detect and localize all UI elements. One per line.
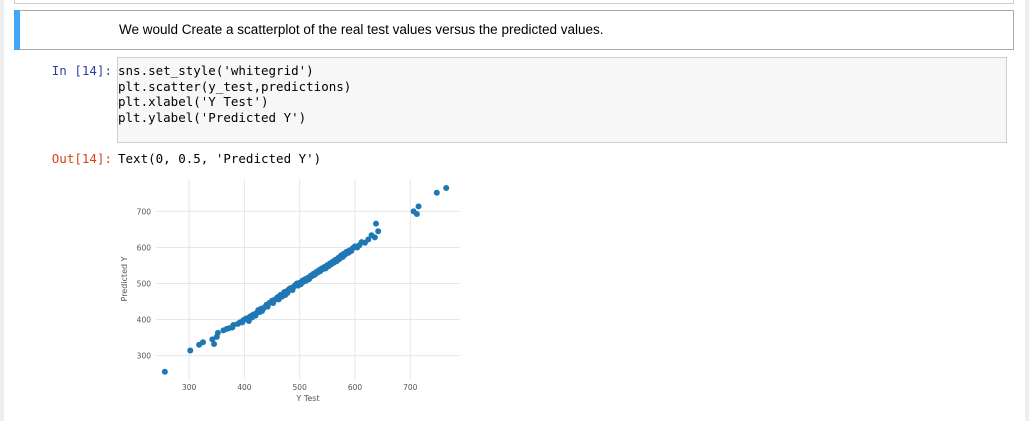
scatter-plot: 300 400 500 600 700 300 400 500 600 700 Y Test Pred… bbox=[110, 175, 470, 415]
x-tick-label: 300 bbox=[182, 383, 197, 392]
code-line: sns.set_style('whitegrid') bbox=[118, 63, 314, 78]
x-tick-label: 600 bbox=[348, 383, 363, 392]
output-text: Text(0, 0.5, 'Predicted Y') bbox=[118, 151, 322, 166]
code-editor[interactable]: sns.set_style('whitegrid') plt.scatter(y_… bbox=[117, 57, 1007, 143]
y-tick-label: 400 bbox=[137, 316, 152, 325]
scatter-point bbox=[375, 228, 382, 235]
x-tick-label: 500 bbox=[293, 383, 308, 392]
y-tick-label: 500 bbox=[137, 280, 152, 289]
code-line: plt.xlabel('Y Test') bbox=[118, 94, 269, 109]
scatter-point bbox=[365, 236, 372, 243]
scatter-plot-svg: 300 400 500 600 700 300 400 500 600 700 Y Test Pred… bbox=[120, 179, 460, 403]
input-prompt: In [14]: bbox=[51, 63, 112, 78]
scatter-point bbox=[413, 210, 420, 217]
code-lines: sns.set_style('whitegrid') plt.scatter(y_… bbox=[118, 63, 351, 125]
code-line: plt.ylabel('Predicted Y') bbox=[118, 109, 307, 125]
x-tick-label: 400 bbox=[237, 383, 252, 392]
scatter-point bbox=[187, 347, 194, 354]
scatter-point bbox=[161, 368, 168, 375]
cell-selected-indicator bbox=[14, 10, 20, 50]
scatter-point bbox=[211, 341, 218, 348]
markdown-text: We would Create a scatterplot of the rea… bbox=[119, 22, 604, 37]
y-tick-label: 700 bbox=[137, 207, 152, 216]
page-right-border bbox=[1025, 0, 1029, 421]
y-axis-label: Predicted Y bbox=[120, 256, 129, 301]
output-prompt: Out[14]: bbox=[51, 151, 112, 166]
code-line: plt.scatter(y_test,predictions) bbox=[118, 78, 352, 94]
markdown-cell[interactable]: We would Create a scatterplot of the rea… bbox=[14, 10, 1014, 50]
scatter-point bbox=[433, 189, 440, 196]
scatter-point bbox=[443, 185, 450, 192]
scatter-point bbox=[415, 203, 422, 210]
scatter-point bbox=[199, 339, 206, 346]
previous-cell-edge bbox=[14, 0, 1014, 4]
x-tick-label: 700 bbox=[403, 383, 418, 392]
scatter-point bbox=[371, 234, 378, 241]
y-tick-label: 300 bbox=[137, 352, 152, 361]
y-tick-label: 600 bbox=[137, 243, 152, 252]
x-axis-label: Y Test bbox=[295, 394, 319, 403]
scatter-point bbox=[214, 329, 221, 336]
page-left-border bbox=[0, 0, 4, 421]
scatter-point bbox=[372, 220, 379, 227]
scatter-point bbox=[209, 336, 216, 343]
